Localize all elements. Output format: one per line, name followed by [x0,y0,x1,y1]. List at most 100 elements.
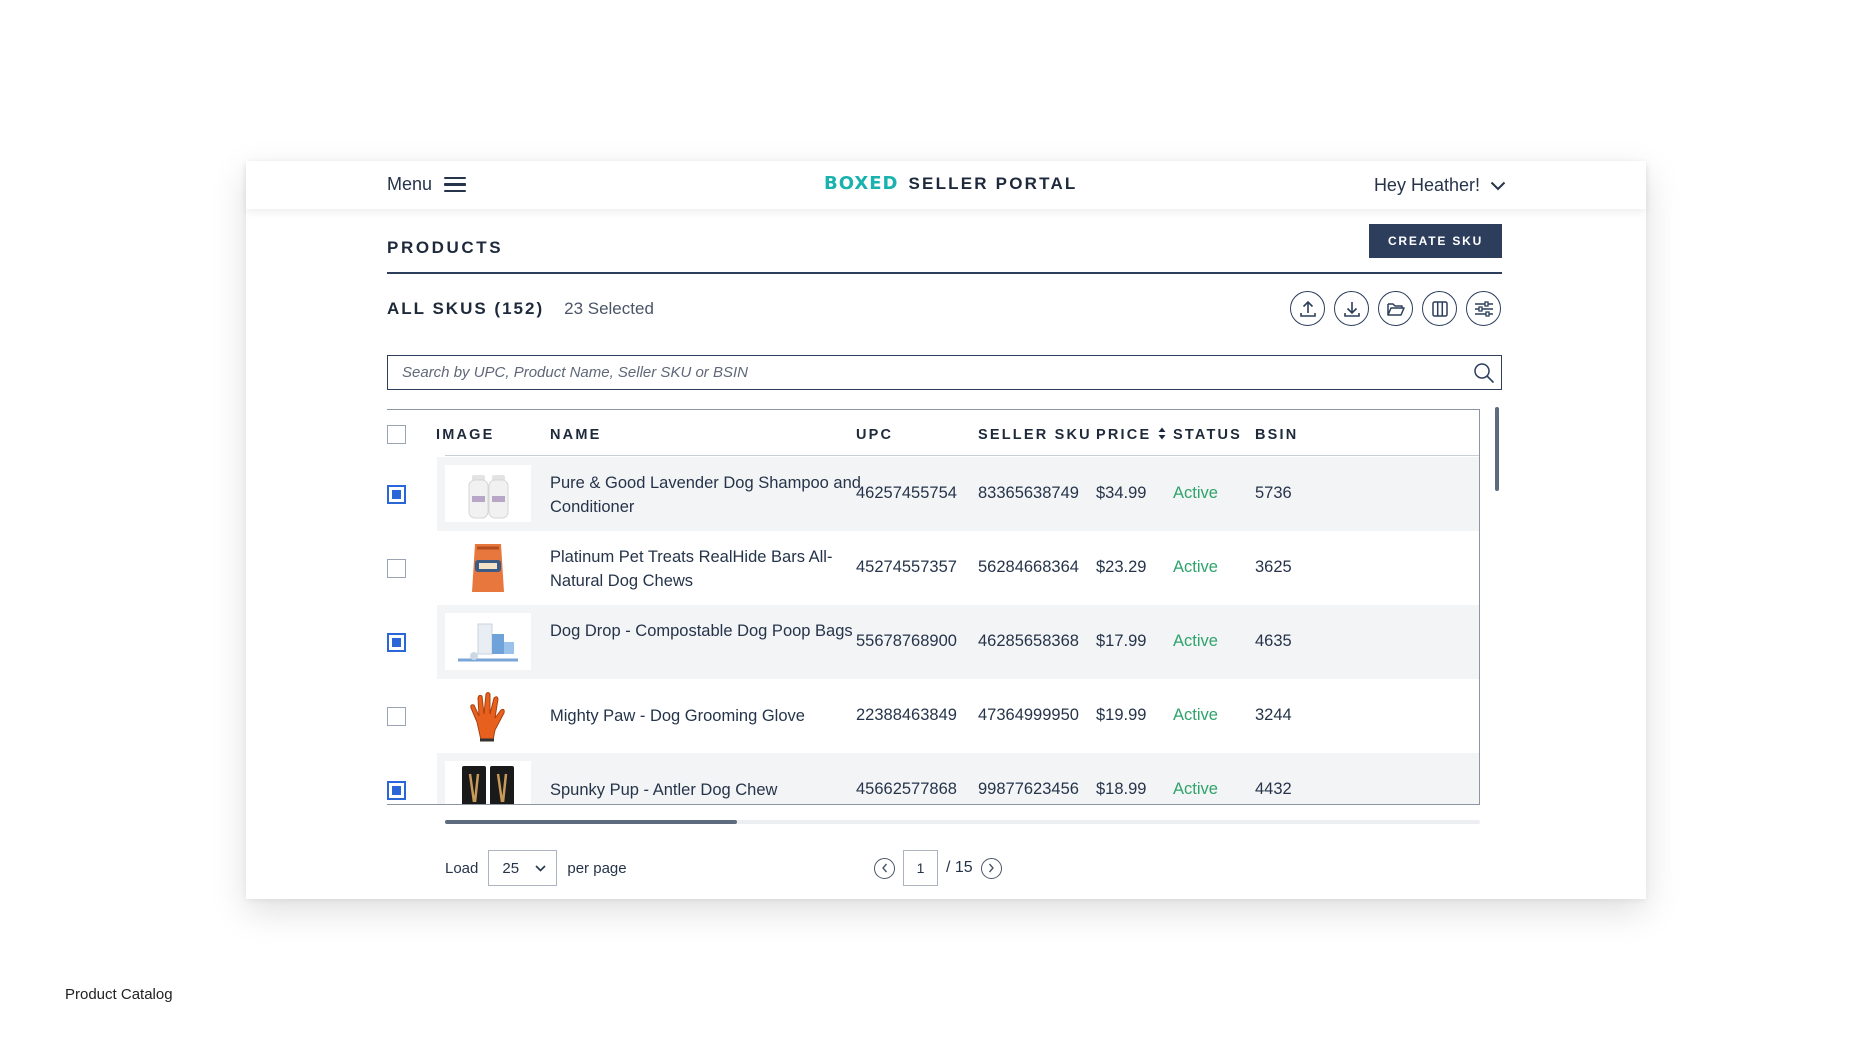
total-pages: / 15 [946,859,973,876]
column-header-price[interactable]: PRICE [1096,427,1166,443]
search-icon[interactable] [1473,362,1495,384]
table-row[interactable]: Pure & Good Lavender Dog Shampoo and Con… [387,457,1479,531]
product-image-dog-treats[interactable] [445,539,531,596]
product-name[interactable]: Pure & Good Lavender Dog Shampoo and Con… [550,474,861,516]
table-header: IMAGE NAME UPC SELLER SKU PRICE STATUS B… [387,410,1479,456]
filter-button[interactable] [1466,291,1501,326]
menu-label: Menu [387,174,433,194]
title-divider [387,272,1502,274]
selected-count: 23 Selected [564,299,654,318]
column-header-bsin[interactable]: BSIN [1255,427,1299,443]
product-seller-sku: 47364999950 [978,706,1079,724]
products-table: IMAGE NAME UPC SELLER SKU PRICE STATUS B… [387,409,1480,805]
table-row[interactable]: Spunky Pup - Antler Dog Chew 45662577868… [387,753,1479,804]
user-greeting: Hey Heather! [1373,175,1480,195]
columns-button[interactable] [1422,291,1457,326]
vertical-scrollbar-thumb[interactable] [1495,407,1499,491]
row-checkbox[interactable] [387,781,406,800]
per-page-label: per page [567,859,627,877]
create-sku-button[interactable]: CREATE SKU [1369,224,1502,258]
search-box [387,355,1502,390]
product-image-antler-chew[interactable] [445,761,531,804]
boxed-logo: BOXED [824,173,899,194]
row-checkbox[interactable] [387,707,406,726]
columns-icon [1431,300,1448,317]
chevron-right-icon [989,863,995,873]
all-skus-label[interactable]: ALL SKUS (152) [387,299,545,318]
product-bsin: 4432 [1255,780,1292,798]
product-upc: 46257455754 [856,484,957,502]
next-page-button[interactable] [980,857,1002,879]
product-seller-sku: 99877623456 [978,780,1079,798]
load-label: Load [445,859,479,877]
upload-icon [1299,300,1316,317]
product-name[interactable]: Dog Drop - Compostable Dog Poop Bags [550,622,853,640]
status-badge: Active [1173,706,1218,724]
product-seller-sku: 56284668364 [978,558,1079,576]
product-name[interactable]: Spunky Pup - Antler Dog Chew [550,781,778,799]
page-number-input[interactable] [903,850,938,886]
product-price: $19.99 [1096,706,1147,724]
table-row[interactable]: Dog Drop - Compostable Dog Poop Bags 556… [387,605,1479,679]
brand-logo[interactable]: BOXED SELLER PORTAL [824,173,1078,194]
portal-name: SELLER PORTAL [908,173,1078,193]
column-header-status[interactable]: STATUS [1173,427,1243,443]
user-menu-dropdown[interactable]: Hey Heather! [1374,175,1506,196]
table-row[interactable]: Platinum Pet Treats RealHide Bars All-Na… [387,531,1479,605]
sku-summary: ALL SKUS (152) 23 Selected [387,299,654,319]
product-price: $17.99 [1096,632,1147,650]
download-button[interactable] [1334,291,1369,326]
product-image-poop-bags[interactable] [445,613,531,670]
product-bsin: 3625 [1255,558,1292,576]
header-divider [445,455,1479,456]
chevron-down-icon [1490,181,1506,190]
product-image-grooming-glove[interactable] [445,687,531,744]
product-upc: 22388463849 [856,706,957,724]
filter-sliders-icon [1474,300,1493,317]
product-price: $34.99 [1096,484,1147,502]
folder-icon [1386,302,1405,316]
horizontal-scrollbar-thumb[interactable] [445,820,737,824]
product-bsin: 5736 [1255,484,1292,502]
product-upc: 45274557357 [856,558,957,576]
row-checkbox[interactable] [387,559,406,578]
product-image-shampoo[interactable] [445,465,531,522]
folder-button[interactable] [1378,291,1413,326]
per-page-value: 25 [502,859,520,877]
row-checkbox[interactable] [387,485,406,504]
status-badge: Active [1173,780,1218,798]
column-header-name[interactable]: NAME [550,427,602,443]
status-badge: Active [1173,558,1218,576]
page-size-control: Load 25 per page [445,850,627,886]
product-bsin: 4635 [1255,632,1292,650]
column-header-seller-sku[interactable]: SELLER SKU [978,427,1092,443]
column-header-image: IMAGE [436,427,495,443]
per-page-select[interactable]: 25 [488,850,558,886]
pagination: / 15 [874,850,1002,886]
product-seller-sku: 46285658368 [978,632,1079,650]
product-name[interactable]: Platinum Pet Treats RealHide Bars All-Na… [550,548,833,590]
horizontal-scrollbar-track[interactable] [445,820,1480,824]
product-price: $18.99 [1096,780,1147,798]
status-badge: Active [1173,484,1218,502]
column-header-upc[interactable]: UPC [856,427,894,443]
chevron-left-icon [881,863,887,873]
previous-page-button[interactable] [874,857,895,879]
search-input[interactable] [388,356,1476,389]
top-navigation-bar: Menu BOXED SELLER PORTAL Hey Heather! [246,161,1646,209]
table-row[interactable]: Mighty Paw - Dog Grooming Glove 22388463… [387,679,1479,753]
status-badge: Active [1173,632,1218,650]
chevron-down-icon [535,864,546,872]
menu-button[interactable]: Menu [387,174,467,195]
page-title: PRODUCTS [387,238,504,257]
product-upc: 45662577868 [856,780,957,798]
product-name[interactable]: Mighty Paw - Dog Grooming Glove [550,707,805,725]
sort-icon [1158,427,1166,440]
table-toolbar [1290,291,1501,326]
product-seller-sku: 83365638749 [978,484,1079,502]
product-upc: 55678768900 [856,632,957,650]
upload-button[interactable] [1290,291,1325,326]
product-price: $23.29 [1096,558,1147,576]
select-all-checkbox[interactable] [387,425,406,444]
row-checkbox[interactable] [387,633,406,652]
